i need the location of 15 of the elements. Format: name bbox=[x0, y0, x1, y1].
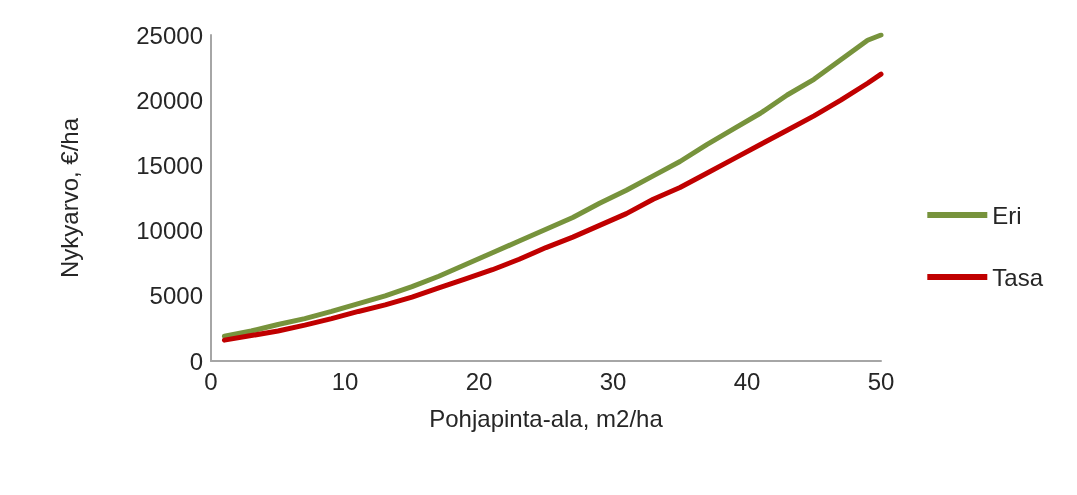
x-tick-label: 50 bbox=[867, 367, 895, 395]
legend-label: Eri bbox=[992, 201, 1022, 229]
x-tick-label: 30 bbox=[599, 367, 627, 395]
x-tick-label: 10 bbox=[331, 367, 359, 395]
y-tick-label: 25000 bbox=[136, 21, 203, 49]
x-tick-label: 40 bbox=[733, 367, 761, 395]
y-tick-label: 20000 bbox=[136, 86, 203, 114]
y-tick-label: 0 bbox=[189, 347, 203, 375]
y-axis-title: Nykyarvo, €/ha bbox=[55, 117, 83, 279]
y-tick-label: 15000 bbox=[136, 151, 203, 179]
x-tick-label: 20 bbox=[465, 367, 493, 395]
y-tick-label: 5000 bbox=[149, 282, 203, 310]
y-tick-label: 10000 bbox=[136, 217, 203, 245]
x-axis-title: Pohjapinta-ala, m2/ha bbox=[429, 404, 664, 432]
legend-label: Tasa bbox=[992, 263, 1044, 291]
